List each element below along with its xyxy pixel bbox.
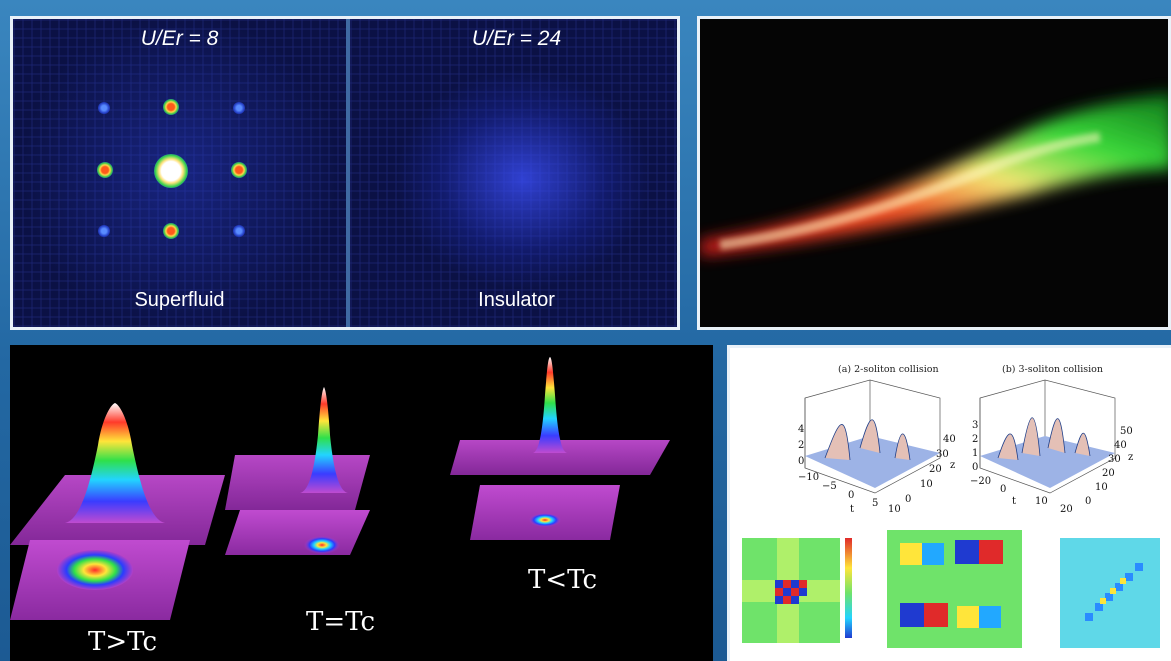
peak-bottom — [163, 223, 179, 239]
plot-b-x-tick-4: 20 — [1060, 504, 1073, 515]
caption-2-soliton: (a) 2-soliton collision — [838, 364, 939, 375]
optical-lattice-panel: U/Er = 8 Superfluid U/Er = 24 Insulator — [10, 16, 680, 330]
peak-diag-3 — [98, 225, 110, 237]
plot-b-x-tick-2: 0 — [1000, 484, 1007, 495]
plot-a-x-tick-3: 0 — [848, 490, 855, 501]
superfluid-image: U/Er = 8 Superfluid — [13, 19, 346, 327]
plot-b-z-tick-2: 2 — [972, 434, 979, 445]
plot-a-y-tick-1: 40 — [943, 434, 956, 445]
plot-b-x-tick-3: 10 — [1035, 496, 1048, 507]
central-peak — [154, 154, 188, 188]
caption-3-soliton: (b) 3-soliton collision — [1002, 364, 1104, 375]
plot-b-y-label: z — [1128, 452, 1134, 463]
plot-b-z-tick-3: 1 — [972, 448, 979, 459]
plot-b-x-tick-1: −20 — [970, 476, 992, 487]
plot-b-z-tick-1: 3 — [972, 420, 979, 431]
plot-a-x-label: t — [850, 504, 855, 515]
plot-a-y-tick-2: 30 — [936, 449, 949, 460]
plot-b-y-tick-2: 40 — [1114, 440, 1127, 451]
plot-a-z-tick-1: 4 — [798, 424, 805, 435]
plot-b-y-tick-4: 20 — [1102, 468, 1115, 479]
superfluid-title: U/Er = 8 — [140, 27, 219, 50]
insulator-label: Insulator — [478, 289, 555, 311]
soliton-plots — [742, 379, 1160, 648]
plot-a-x-tick-1: −10 — [798, 472, 820, 483]
superfluid-label: Superfluid — [134, 289, 225, 311]
peak-diag-1 — [98, 102, 110, 114]
peak-top — [163, 99, 179, 115]
plot-a-y-tick-5: 0 — [905, 494, 912, 505]
plot-a-y-tick-4: 10 — [920, 479, 933, 490]
plot-b-y-tick-5: 10 — [1095, 482, 1108, 493]
bec-3d-plots — [10, 357, 670, 620]
plot-a-x-tick-2: −5 — [822, 481, 837, 492]
plot-a-y-label: z — [950, 460, 956, 471]
label-at-tc: T=Tc — [306, 607, 376, 637]
plot-b-y-tick-6: 0 — [1085, 496, 1092, 507]
peak-right — [231, 162, 247, 178]
peak-diag-2 — [233, 102, 245, 114]
plot-a-y-tick-3: 20 — [929, 464, 942, 475]
peak-left — [97, 162, 113, 178]
plot-b-y-tick-3: 30 — [1108, 454, 1121, 465]
label-below-tc: T<Tc — [528, 565, 598, 595]
plot-b-y-tick-1: 50 — [1120, 426, 1133, 437]
soliton-panel: (a) 2-soliton collision (b) 3-soliton co… — [727, 345, 1171, 661]
plot-a-z-tick-3: 0 — [798, 456, 805, 467]
label-above-tc: T>Tc — [88, 627, 158, 657]
bec-panel: T>Tc T=Tc T<Tc — [10, 345, 713, 661]
light-beam-panel — [697, 16, 1171, 330]
plot-a-z-tick-2: 2 — [798, 440, 805, 451]
light-beam-image — [700, 93, 1168, 255]
plot-b-x-label: t — [1012, 496, 1017, 507]
panel-divider — [346, 19, 350, 327]
insulator-title: U/Er = 24 — [471, 27, 562, 50]
insulator-image: U/Er = 24 Insulator — [350, 19, 677, 327]
peak-diag-4 — [233, 225, 245, 237]
plot-a-x-tick-4: 5 — [872, 498, 879, 509]
plot-a-x-tick-5: 10 — [888, 504, 901, 515]
plot-b-z-tick-4: 0 — [972, 462, 979, 473]
